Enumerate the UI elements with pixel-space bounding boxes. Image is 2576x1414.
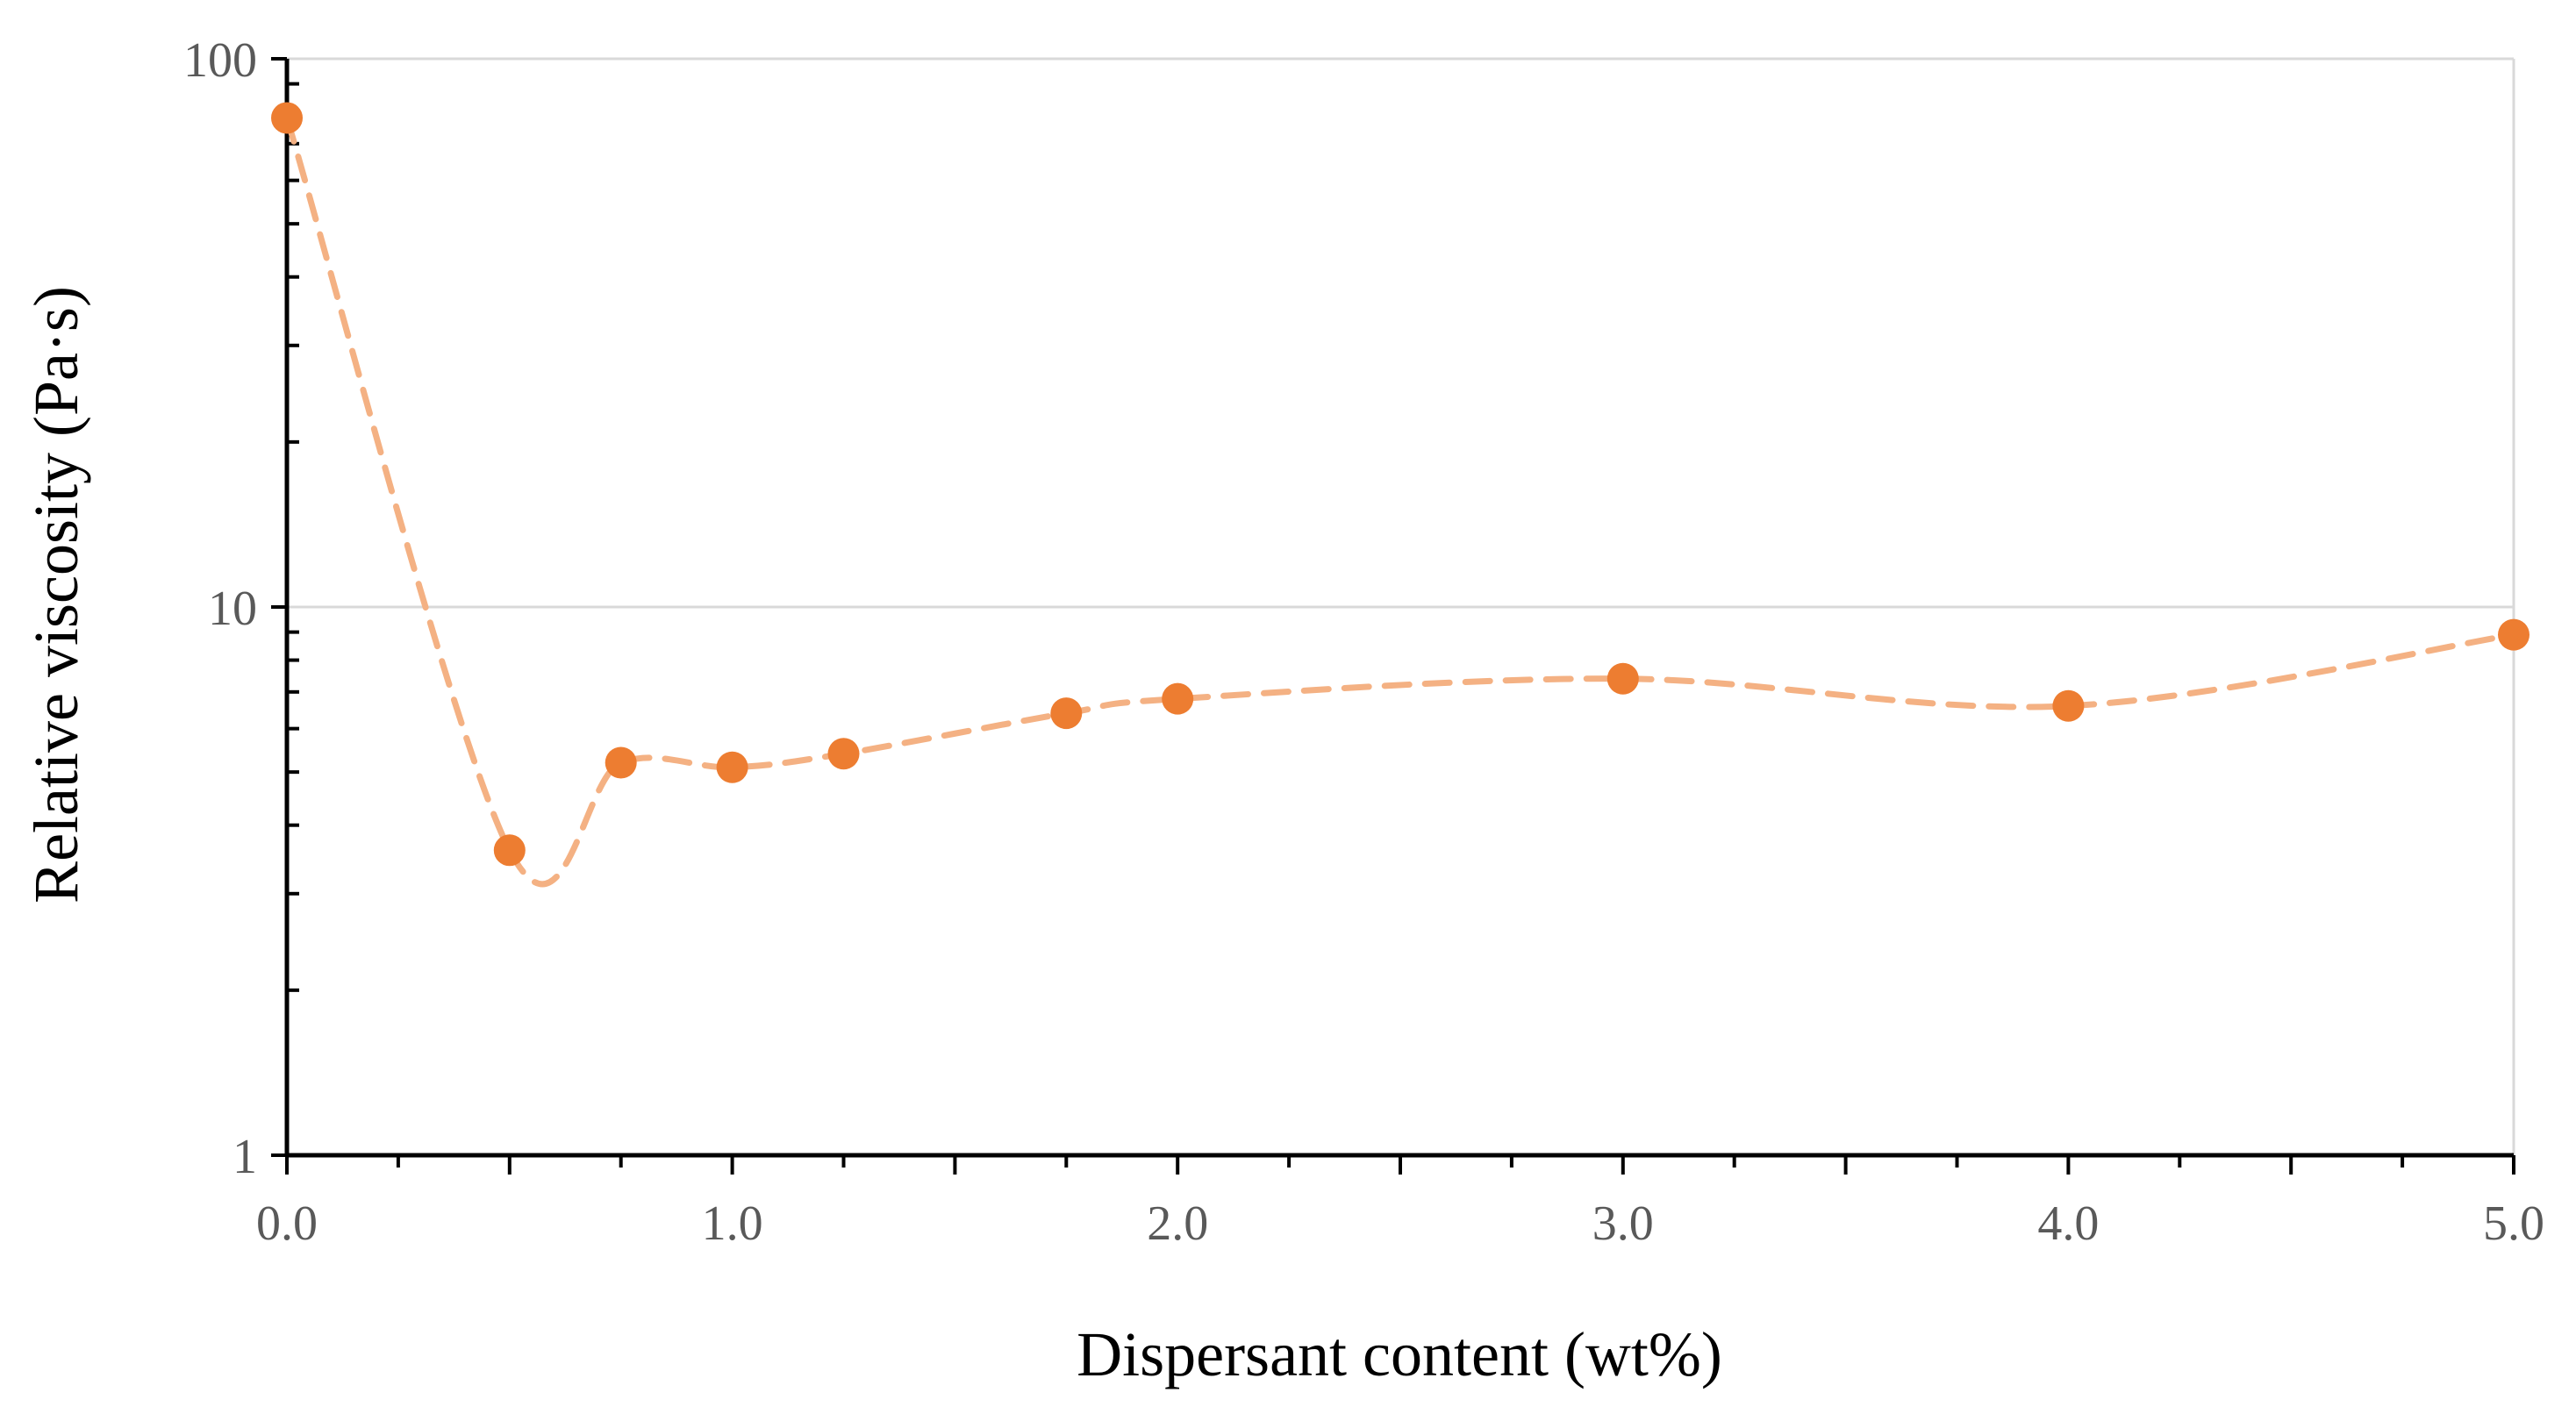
- x-tick-label: 1.0: [702, 1196, 763, 1251]
- data-point: [271, 102, 303, 134]
- data-point: [605, 746, 637, 779]
- x-tick-label: 4.0: [2037, 1196, 2099, 1251]
- tick-labels: 0.0 1.0 2.0 3.0 4.0 5.0 1 10 100: [183, 33, 2544, 1251]
- data-point: [827, 738, 860, 770]
- data-point: [493, 834, 526, 867]
- data-point: [1606, 662, 1639, 695]
- data-point: [1162, 682, 1194, 715]
- x-tick-label: 0.0: [256, 1196, 318, 1251]
- y-tick-label: 10: [208, 582, 257, 636]
- data-point: [1050, 697, 1083, 730]
- x-tick-label: 3.0: [1592, 1196, 1654, 1251]
- x-axis-title: Dispersant content (wt%): [1077, 1319, 1722, 1389]
- y-axis-title: Relative viscosity (Pa·s): [21, 286, 91, 903]
- y-tick-label: 100: [183, 33, 257, 88]
- axes: [271, 57, 2515, 1175]
- data-point: [2498, 618, 2529, 651]
- gridlines: [287, 57, 2515, 1155]
- y-tick-label: 1: [233, 1130, 257, 1184]
- series-layer: [271, 102, 2529, 888]
- data-point: [2052, 689, 2085, 722]
- x-tick-label: 5.0: [2483, 1196, 2544, 1251]
- x-tick-label: 2.0: [1147, 1196, 1208, 1251]
- data-point: [716, 751, 748, 783]
